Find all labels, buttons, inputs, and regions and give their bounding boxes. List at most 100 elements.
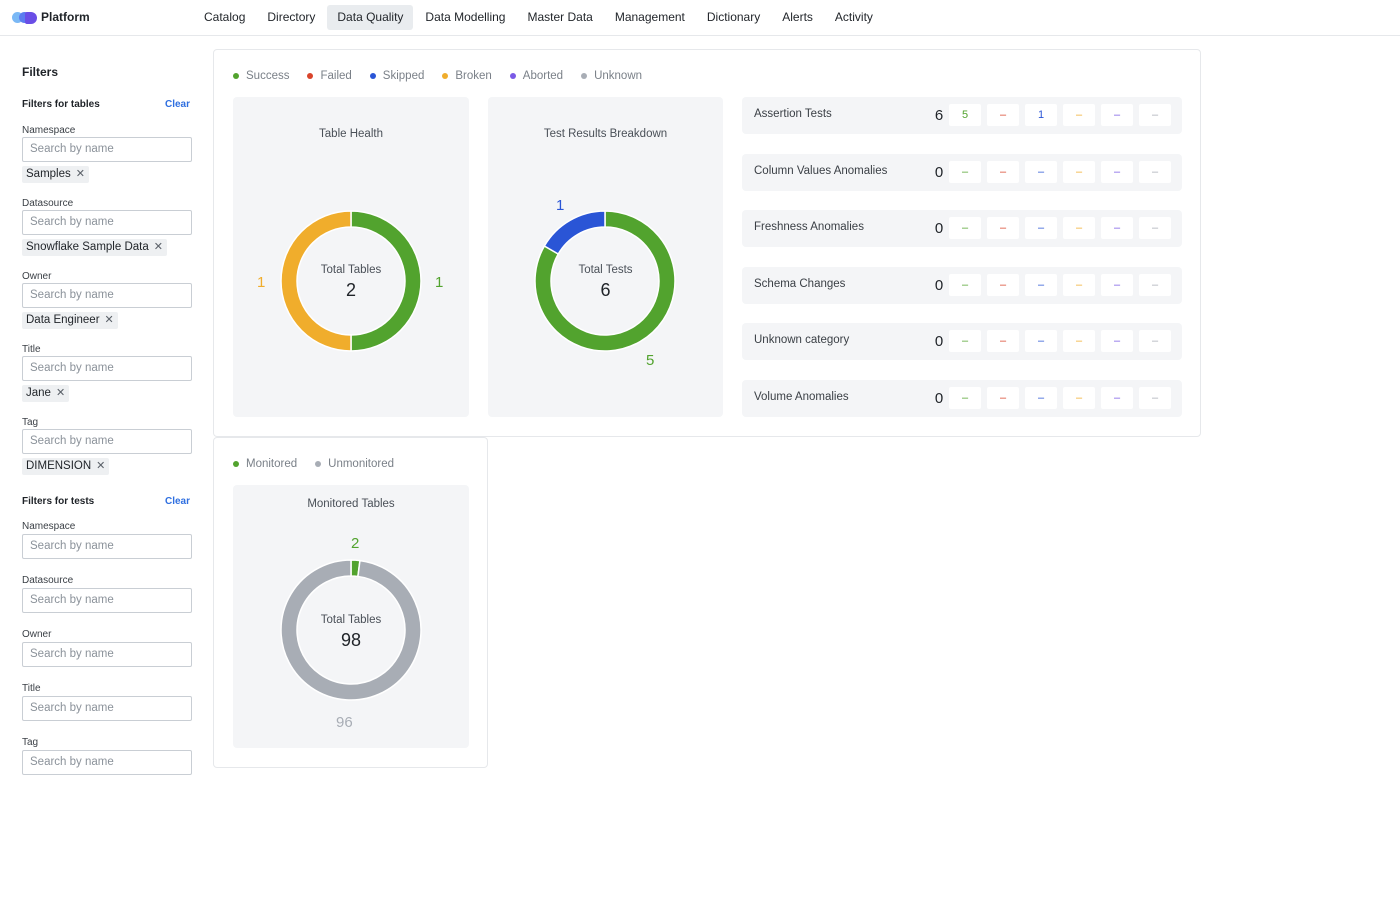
remove-chip-icon[interactable]: ✕: [104, 314, 114, 326]
nav-item-catalog[interactable]: Catalog: [204, 10, 246, 24]
success-count-label: 1: [435, 274, 444, 291]
status-count-failed[interactable]: –: [987, 217, 1019, 240]
test-filter-label-datasource: Datasource: [22, 575, 74, 586]
nav-item-alerts[interactable]: Alerts: [782, 10, 813, 24]
status-count-broken[interactable]: –: [1063, 160, 1095, 183]
filters-tables-heading-text: Filters for tables: [22, 99, 100, 110]
test-datasource-search-input[interactable]: Search by name: [22, 588, 192, 613]
clear-test-filters-link[interactable]: Clear: [164, 496, 190, 507]
status-count-failed[interactable]: –: [987, 104, 1019, 126]
category-row[interactable]: Volume Anomalies 0– – – – – –: [742, 380, 1182, 417]
top-navigation-bar: Platform Catalog Directory Data Quality …: [0, 0, 1400, 36]
table-namespace-search-input[interactable]: Search by name: [22, 137, 192, 162]
donut-segment-broken[interactable]: [280, 210, 352, 352]
remove-chip-icon[interactable]: ✕: [55, 387, 66, 399]
status-count-aborted[interactable]: –: [1101, 330, 1133, 353]
status-count-failed[interactable]: –: [987, 273, 1019, 296]
status-count-aborted[interactable]: –: [1101, 387, 1133, 409]
status-count-success[interactable]: –: [949, 387, 981, 409]
donut-segment-unmonitored[interactable]: [280, 559, 422, 701]
donut-segment-success[interactable]: [534, 210, 676, 352]
category-row[interactable]: Freshness Anomalies 0– – – – – –: [742, 210, 1182, 248]
table-title-search-input[interactable]: Search by name: [22, 356, 192, 381]
status-count-unknown[interactable]: –: [1139, 217, 1171, 240]
status-count-aborted[interactable]: –: [1101, 217, 1133, 240]
status-count-success[interactable]: –: [949, 217, 981, 240]
nav-item-dictionary[interactable]: Dictionary: [706, 10, 761, 24]
category-row[interactable]: Column Values Anomalies 0– – – – – –: [742, 153, 1182, 191]
status-count-skipped[interactable]: –: [1025, 160, 1057, 183]
test-namespace-search-input[interactable]: Search by name: [22, 534, 192, 559]
status-count-success[interactable]: 5: [949, 104, 981, 126]
remove-chip-icon[interactable]: ✕: [96, 460, 106, 472]
status-count-failed[interactable]: –: [987, 387, 1019, 409]
status-count-broken[interactable]: –: [1063, 217, 1095, 240]
status-count-aborted[interactable]: –: [1101, 273, 1133, 296]
status-count-success[interactable]: –: [949, 330, 981, 353]
table-tag-search-input[interactable]: Search by name: [22, 429, 192, 454]
status-count-unknown[interactable]: –: [1139, 160, 1171, 183]
nav-item-master-data[interactable]: Master Data: [527, 10, 593, 24]
status-count-unknown[interactable]: –: [1139, 273, 1171, 296]
status-count-broken[interactable]: –: [1063, 273, 1095, 296]
success-count-label: 5: [646, 352, 655, 369]
test-filter-label-title: Title: [22, 683, 41, 694]
status-count-skipped[interactable]: 1: [1025, 104, 1057, 126]
status-count-failed[interactable]: –: [987, 330, 1019, 353]
status-count-success[interactable]: –: [949, 160, 981, 183]
total-tables-label: Total Tables: [320, 264, 382, 276]
failed-dot-icon: [307, 73, 314, 79]
table-owner-search-input[interactable]: Search by name: [22, 283, 192, 308]
category-total: 6: [934, 107, 944, 124]
filters-title: Filters: [22, 65, 59, 79]
total-tables-value: 98: [340, 630, 362, 650]
nav-item-directory[interactable]: Directory: [267, 10, 316, 24]
category-row[interactable]: Unknown category 0– – – – – –: [742, 323, 1182, 361]
status-count-aborted[interactable]: –: [1101, 160, 1133, 183]
legend-label: Unmonitored: [328, 458, 394, 470]
clear-table-filters-link[interactable]: Clear: [164, 99, 190, 110]
legend-failed: Failed: [307, 70, 352, 82]
category-name: Assertion Tests: [754, 108, 832, 120]
total-tables-label: Total Tables: [320, 614, 382, 626]
nav-item-data-modelling[interactable]: Data Modelling: [425, 10, 506, 24]
status-count-unknown[interactable]: –: [1139, 104, 1171, 126]
test-tag-search-input[interactable]: Search by name: [22, 750, 192, 775]
status-legend: Success Failed Skipped Broken Aborted Un…: [233, 70, 660, 82]
filter-chip-dimension: DIMENSION ✕: [22, 458, 110, 475]
status-count-skipped[interactable]: –: [1025, 330, 1057, 353]
status-count-broken[interactable]: –: [1063, 330, 1095, 353]
legend-broken: Broken: [442, 70, 492, 82]
category-row[interactable]: Schema Changes 0– – – – – –: [742, 266, 1182, 304]
category-name: Schema Changes: [754, 277, 846, 290]
status-count-unknown[interactable]: –: [1139, 330, 1171, 353]
remove-chip-icon[interactable]: ✕: [75, 168, 85, 180]
category-total: 0: [934, 276, 944, 294]
status-count-broken[interactable]: –: [1063, 387, 1095, 409]
nav-item-data-quality[interactable]: Data Quality: [327, 5, 414, 30]
status-count-skipped[interactable]: –: [1025, 217, 1057, 240]
test-results-panel: Test Results Breakdown Total Tests 6 5 1: [488, 97, 723, 417]
status-count-broken[interactable]: –: [1063, 104, 1095, 126]
unmonitored-count-label: 96: [336, 714, 353, 731]
status-count-skipped[interactable]: –: [1025, 273, 1057, 296]
status-count-success[interactable]: –: [949, 273, 981, 296]
status-count-unknown[interactable]: –: [1139, 387, 1171, 409]
status-count-failed[interactable]: –: [987, 160, 1019, 183]
legend-aborted: Aborted: [509, 70, 563, 82]
donut-segment-skipped[interactable]: [543, 210, 606, 256]
status-count-skipped[interactable]: –: [1025, 387, 1057, 409]
nav-item-activity[interactable]: Activity: [834, 10, 873, 24]
table-datasource-search-input[interactable]: Search by name: [22, 210, 192, 235]
nav-item-management[interactable]: Management: [614, 10, 685, 24]
test-title-search-input[interactable]: Search by name: [22, 696, 192, 721]
filter-chip-snowflake: Snowflake Sample Data ✕: [22, 239, 167, 256]
status-count-aborted[interactable]: –: [1101, 104, 1133, 126]
test-owner-search-input[interactable]: Search by name: [22, 642, 192, 667]
category-row[interactable]: Assertion Tests 6 5–1– – –: [742, 97, 1182, 134]
table-health-panel: Table Health Total Tables 2 1 1: [233, 97, 469, 417]
remove-chip-icon[interactable]: ✕: [153, 241, 163, 253]
brand-logo[interactable]: Platform: [12, 9, 90, 25]
filters-tables-heading: Filters for tables Clear: [22, 99, 192, 110]
legend-label: Monitored: [246, 458, 298, 470]
